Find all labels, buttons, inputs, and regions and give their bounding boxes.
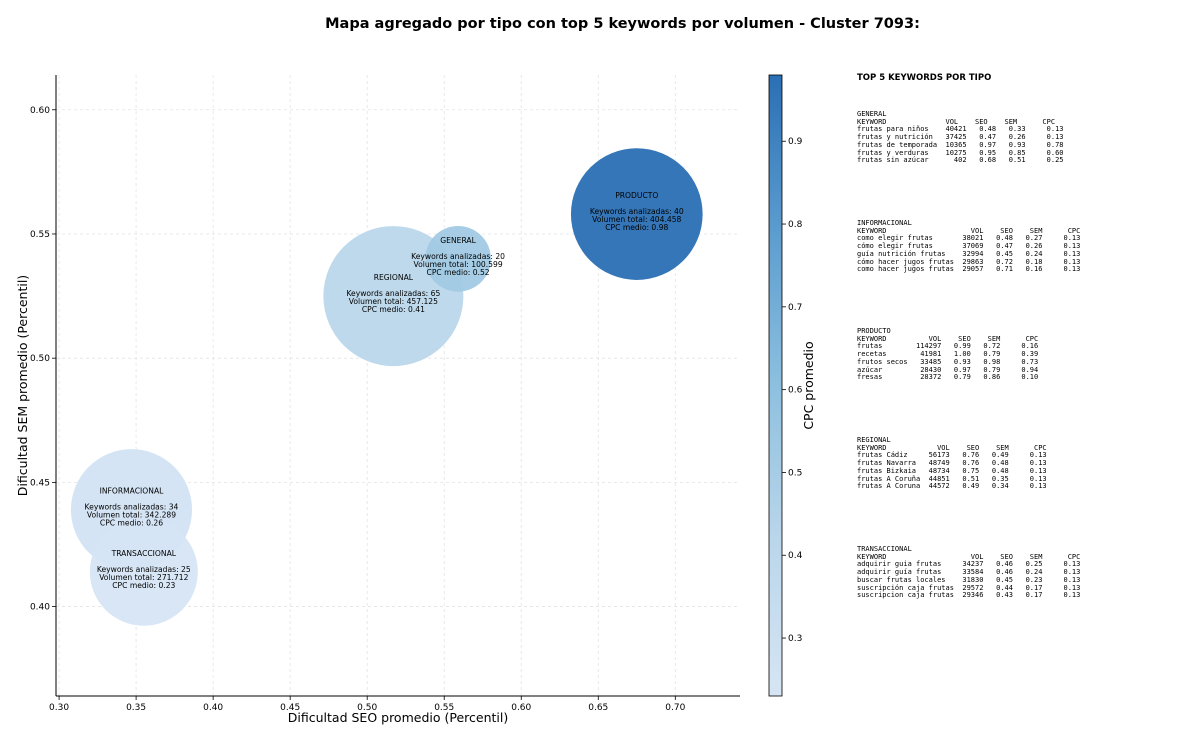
bubble-label: INFORMACIONAL xyxy=(100,487,165,496)
x-tick-label: 0.35 xyxy=(126,703,146,713)
y-tick-label: 0.55 xyxy=(30,230,50,240)
colorbar-tick-label: 0.5 xyxy=(788,468,802,478)
table-general: GENERAL KEYWORD VOL SEO SEM CPC frutas p… xyxy=(857,110,1064,165)
table-regional: REGIONAL KEYWORD VOL SEO SEM CPC frutas … xyxy=(857,436,1047,491)
colorbar-tick-label: 0.3 xyxy=(788,634,802,644)
bubble-stat: Volumen total: 342.289 xyxy=(87,511,176,520)
x-tick-label: 0.65 xyxy=(588,703,608,713)
bubble-stat: Keywords analizadas: 40 xyxy=(590,207,684,216)
colorbar-tick-label: 0.4 xyxy=(788,551,803,561)
x-axis-label: Dificultad SEO promedio (Percentil) xyxy=(288,710,508,725)
bubble-stat: Keywords analizadas: 65 xyxy=(346,289,440,298)
bubble-general xyxy=(425,225,491,292)
y-tick-label: 0.50 xyxy=(30,354,50,364)
bubble-stat: Keywords analizadas: 34 xyxy=(85,503,179,512)
colorbar-label: CPC promedio xyxy=(801,341,816,429)
bubble-producto xyxy=(570,148,703,280)
table-transaccional: TRANSACCIONAL KEYWORD VOL SEO SEM CPC ad… xyxy=(857,545,1081,600)
bubble-stat: Keywords analizadas: 20 xyxy=(411,252,505,261)
x-tick-label: 0.50 xyxy=(357,703,377,713)
bubble-stat: CPC medio: 0.41 xyxy=(362,305,425,314)
axes: 0.30 0.35 0.40 0.45 0.50 0.55 0.60 0.65 0.70 0.40… xyxy=(15,75,740,725)
bubble-stat: Keywords analizadas: 25 xyxy=(97,565,191,574)
bubble-transaccional xyxy=(89,517,198,626)
bubble-stat: CPC medio: 0.26 xyxy=(100,519,163,528)
bubble-stat: CPC medio: 0.98 xyxy=(605,223,668,232)
bubble-label: GENERAL xyxy=(440,236,476,245)
y-tick-label: 0.45 xyxy=(30,478,50,488)
colorbar-tick-label: 0.8 xyxy=(788,220,803,230)
bubble-stat: CPC medio: 0.52 xyxy=(427,268,490,277)
bubble-stat: CPC medio: 0.23 xyxy=(112,581,175,590)
bubble-label: PRODUCTO xyxy=(615,191,658,200)
bubble-stat: Volumen total: 404.458 xyxy=(592,215,681,224)
x-tick-label: 0.60 xyxy=(511,703,531,713)
y-axis-label: Dificultad SEM promedio (Percentil) xyxy=(15,275,30,496)
x-tick-label: 0.40 xyxy=(203,703,223,713)
table-producto: PRODUCTO KEYWORD VOL SEO SEM CPC frutas … xyxy=(857,327,1039,382)
bubble-stat: Volumen total: 271.712 xyxy=(99,573,188,582)
colorbar-tick-label: 0.7 xyxy=(788,303,802,313)
colorbar: 0.3 0.4 0.5 0.6 0.7 0.8 0.9 CPC promedio xyxy=(768,74,816,697)
bubble-stat: Volumen total: 100.599 xyxy=(413,260,502,269)
chart-title: Mapa agregado por tipo con top 5 keyword… xyxy=(325,16,920,32)
x-tick-label: 0.45 xyxy=(280,703,300,713)
y-tick-label: 0.40 xyxy=(30,603,50,613)
x-tick-label: 0.70 xyxy=(665,703,685,713)
bubble-stat: Volumen total: 457.125 xyxy=(349,297,438,306)
colorbar-gradient xyxy=(768,74,783,697)
colorbar-tick-label: 0.6 xyxy=(788,386,803,396)
bubble-label: REGIONAL xyxy=(374,273,414,282)
x-tick-label: 0.30 xyxy=(49,703,69,713)
side-panel-title: TOP 5 KEYWORDS POR TIPO xyxy=(857,73,992,83)
colorbar-tick-label: 0.9 xyxy=(788,137,803,147)
x-tick-label: 0.55 xyxy=(434,703,454,713)
bubble-label: TRANSACCIONAL xyxy=(111,549,177,558)
table-informacional: INFORMACIONAL KEYWORD VOL SEO SEM CPC co… xyxy=(857,219,1081,274)
y-tick-label: 0.60 xyxy=(30,106,50,116)
